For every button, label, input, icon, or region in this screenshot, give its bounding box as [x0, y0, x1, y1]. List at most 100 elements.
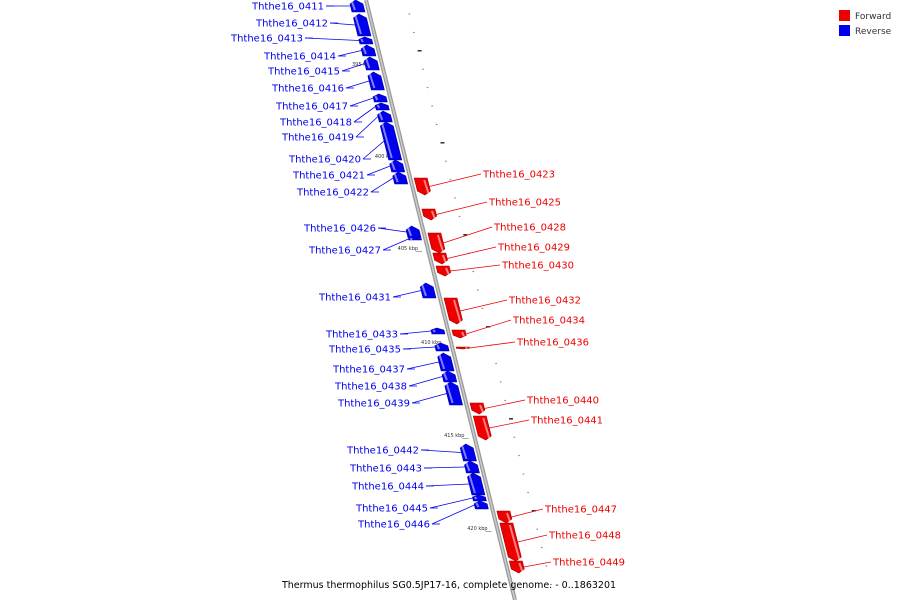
gene-leader-line: [429, 497, 473, 509]
gene-feature-shading: [508, 524, 521, 560]
gene-leader-line: [460, 299, 508, 312]
gene-track: [349, 0, 525, 574]
legend: Forward Reverse: [839, 10, 892, 37]
gene-label: Ththe16_0433: [325, 330, 398, 341]
gene-label: Ththe16_0436: [516, 338, 589, 349]
gene-leader-line: [443, 226, 493, 244]
axis-tick-label: 410 kbp: [421, 340, 441, 346]
gene-feature-shading: [445, 383, 454, 404]
gene-label: Ththe16_0418: [279, 118, 352, 129]
gene-feature: [441, 370, 458, 383]
gene-label: Ththe16_0446: [357, 520, 430, 531]
axis-minor-ticks: [408, 13, 552, 585]
gene-feature-shading: [518, 562, 524, 572]
gene-leader-line: [489, 419, 530, 429]
gene-feature-shading: [505, 512, 511, 522]
gene-label: Ththe16_0441: [530, 416, 603, 427]
gene-label: Ththe16_0413: [230, 34, 303, 45]
gene-feature-shading: [390, 161, 396, 171]
gene-label: Ththe16_0429: [497, 243, 570, 254]
axis-tick-label: 415 kbp: [444, 433, 464, 439]
gene-feature-shading: [432, 329, 436, 333]
gene-leader-line: [377, 227, 407, 233]
gene-feature: [392, 171, 409, 185]
gene-label: Ththe16_0411: [251, 2, 324, 13]
gene-feature: [444, 381, 463, 406]
gene-leader-line: [353, 106, 376, 123]
gene-feature-shading: [365, 58, 371, 69]
gene-feature: [451, 329, 467, 339]
gene-leader-line: [450, 264, 501, 272]
gene-label: Ththe16_0438: [334, 382, 407, 393]
gene-label: Ththe16_0432: [508, 296, 581, 307]
gene-feature-shading: [423, 179, 430, 194]
gene-feature-shading: [360, 38, 364, 43]
genome-backbone: [364, 0, 517, 600]
legend-label-forward: Forward: [855, 12, 891, 22]
gene-feature-shading: [441, 254, 447, 263]
axis-tick-label: 405 kbp: [398, 246, 418, 252]
gene-leader-line: [511, 508, 544, 518]
gene-label: Ththe16_0445: [355, 504, 428, 515]
gene-feature-shading: [475, 502, 480, 508]
gene-feature: [377, 110, 393, 123]
gene-feature: [360, 44, 377, 57]
gene-leader-line: [341, 63, 365, 72]
gene-feature: [367, 71, 385, 91]
gene-label: Ththe16_0425: [488, 198, 561, 209]
gene-leader-line: [370, 177, 394, 193]
gene-feature-shading: [474, 496, 478, 500]
gene-feature: [372, 93, 388, 103]
gene-leader-line: [431, 504, 475, 525]
axis-tick-label: 420 kbp: [467, 526, 487, 532]
gene-feature: [464, 460, 480, 474]
gene-feature-shading: [376, 104, 381, 109]
gene-label: Ththe16_0447: [544, 505, 617, 516]
gene-feature: [473, 500, 489, 510]
gene-label: Ththe16_0440: [526, 396, 599, 407]
gene-leader-line: [349, 97, 374, 107]
gene-feature: [389, 159, 406, 173]
gene-leader-line: [392, 290, 422, 298]
gene-feature-shading: [393, 173, 399, 183]
gene-label: Ththe16_0419: [281, 133, 354, 144]
gene-feature-shading: [465, 462, 471, 472]
axis-tick-label: 395 kbp: [352, 62, 372, 68]
gene-leader-line: [517, 534, 548, 543]
gene-label: Ththe16_0414: [263, 52, 336, 63]
gene-feature-shading: [479, 404, 484, 413]
gene-feature-shading: [354, 15, 362, 35]
gene-feature: [432, 252, 448, 265]
gene-label: Ththe16_0435: [328, 345, 401, 356]
gene-feature-shading: [436, 344, 441, 350]
gene-leader-line: [366, 165, 391, 176]
gene-label: Ththe16_0412: [255, 19, 328, 30]
gene-leader-line: [411, 393, 447, 404]
gene-label: Ththe16_0439: [337, 399, 410, 410]
gene-labels: Ththe16_0411 Ththe16_0412 Ththe16_0413 Thth…: [230, 2, 625, 569]
gene-feature-shading: [445, 267, 450, 275]
gene-feature: [435, 265, 452, 277]
gene-feature-shading: [468, 474, 476, 494]
gene-feature-shading: [421, 284, 427, 297]
gene-leader-line: [465, 319, 512, 335]
gene-feature: [349, 0, 366, 13]
gene-feature-shading: [443, 372, 448, 381]
gene-feature: [405, 225, 422, 239]
gene-label: Ththe16_0417: [275, 102, 348, 113]
gene-feature-shading: [351, 1, 356, 11]
gene-label: Ththe16_0416: [271, 84, 344, 95]
gene-leader-line: [399, 330, 432, 335]
gene-leader-line: [484, 399, 526, 409]
gene-label: Ththe16_0428: [493, 223, 566, 234]
gene-feature-shading: [368, 73, 376, 89]
gene-feature-shading: [381, 123, 393, 159]
gene-leader-line: [469, 341, 516, 349]
gene-leader-line: [429, 173, 482, 187]
gene-label: Ththe16_0423: [482, 170, 555, 181]
gene-label: Ththe16_0422: [296, 188, 369, 199]
gene-feature-shading: [482, 417, 491, 439]
gene-feature-shading: [461, 445, 468, 460]
gene-label: Ththe16_0421: [292, 171, 365, 182]
gene-leader-line: [523, 561, 552, 568]
